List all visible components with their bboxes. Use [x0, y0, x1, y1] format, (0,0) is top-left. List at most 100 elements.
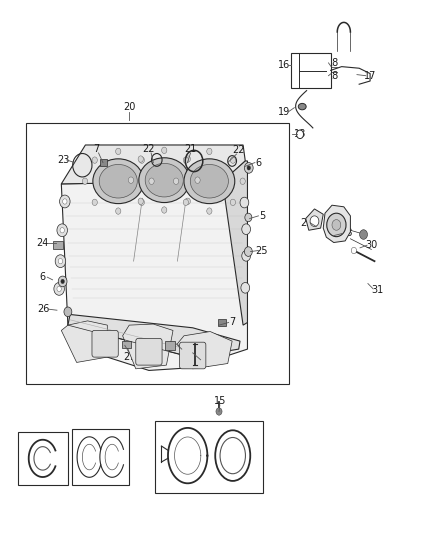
Polygon shape — [177, 332, 232, 369]
Text: 20: 20 — [123, 102, 135, 111]
Circle shape — [82, 178, 88, 184]
Text: 17: 17 — [364, 71, 376, 80]
Polygon shape — [61, 321, 107, 362]
Circle shape — [162, 207, 167, 213]
Polygon shape — [123, 324, 173, 369]
Bar — [291, 53, 331, 88]
Circle shape — [58, 276, 67, 287]
Text: 26: 26 — [38, 304, 50, 314]
Circle shape — [60, 195, 70, 208]
Text: 29: 29 — [300, 218, 313, 228]
Text: 28: 28 — [340, 229, 352, 238]
Polygon shape — [323, 205, 350, 243]
Bar — [155, 421, 263, 493]
Ellipse shape — [139, 158, 190, 203]
Circle shape — [173, 178, 179, 184]
Text: 18: 18 — [327, 58, 339, 68]
Circle shape — [195, 177, 200, 183]
Circle shape — [116, 148, 121, 155]
Bar — [100, 159, 107, 166]
Text: 32: 32 — [95, 470, 107, 479]
Circle shape — [207, 148, 212, 155]
Circle shape — [207, 208, 212, 214]
Circle shape — [244, 247, 252, 256]
Circle shape — [138, 156, 143, 162]
Circle shape — [241, 282, 250, 293]
Ellipse shape — [99, 164, 138, 198]
Ellipse shape — [298, 103, 306, 110]
Circle shape — [240, 178, 245, 184]
Circle shape — [57, 286, 61, 292]
Circle shape — [138, 198, 143, 205]
Circle shape — [58, 259, 63, 264]
Circle shape — [63, 199, 67, 204]
Bar — [26, 123, 289, 384]
Text: 24: 24 — [178, 348, 190, 358]
Bar — [72, 429, 129, 485]
Text: 23: 23 — [57, 155, 70, 165]
Circle shape — [60, 228, 64, 233]
Circle shape — [92, 157, 97, 163]
Bar — [18, 432, 68, 485]
Text: 6: 6 — [40, 272, 46, 282]
Text: 31: 31 — [371, 286, 384, 295]
Circle shape — [242, 224, 251, 235]
Polygon shape — [68, 314, 240, 357]
Ellipse shape — [190, 164, 229, 198]
Circle shape — [128, 177, 134, 183]
FancyBboxPatch shape — [180, 342, 206, 369]
Text: 15: 15 — [214, 396, 226, 406]
Circle shape — [55, 255, 66, 268]
Text: 24: 24 — [37, 238, 49, 247]
Ellipse shape — [145, 163, 183, 197]
Text: 27: 27 — [123, 352, 135, 362]
Circle shape — [240, 197, 249, 208]
Text: 7: 7 — [93, 144, 99, 154]
Text: 7: 7 — [229, 318, 235, 327]
Text: 30: 30 — [365, 240, 378, 250]
Ellipse shape — [184, 159, 235, 204]
Text: 13: 13 — [234, 439, 246, 448]
Circle shape — [116, 208, 121, 214]
Bar — [218, 319, 226, 326]
Circle shape — [185, 156, 191, 162]
Circle shape — [139, 157, 145, 163]
Circle shape — [162, 147, 167, 154]
Text: 8: 8 — [39, 467, 46, 477]
Bar — [53, 241, 63, 249]
Circle shape — [327, 213, 346, 237]
Circle shape — [244, 163, 253, 173]
Ellipse shape — [93, 159, 144, 204]
Text: 33: 33 — [203, 479, 215, 489]
Circle shape — [57, 224, 67, 237]
Circle shape — [183, 199, 188, 206]
Circle shape — [360, 230, 367, 239]
Circle shape — [54, 282, 64, 295]
Polygon shape — [306, 209, 323, 230]
Text: 21: 21 — [184, 144, 197, 154]
Bar — [165, 341, 175, 350]
Text: 18: 18 — [327, 71, 339, 80]
Text: 22: 22 — [143, 144, 155, 154]
Circle shape — [183, 157, 188, 163]
Text: 18: 18 — [294, 130, 306, 139]
Circle shape — [92, 199, 97, 206]
Bar — [122, 341, 131, 348]
Text: 19: 19 — [278, 107, 290, 117]
Circle shape — [297, 130, 304, 139]
Polygon shape — [61, 145, 245, 184]
Circle shape — [185, 198, 191, 205]
Circle shape — [351, 247, 357, 254]
Circle shape — [247, 166, 251, 170]
Circle shape — [245, 213, 252, 222]
Circle shape — [139, 199, 145, 206]
Text: 16: 16 — [278, 60, 290, 70]
Text: 25: 25 — [256, 246, 268, 255]
Circle shape — [242, 251, 251, 261]
Circle shape — [64, 307, 72, 317]
Circle shape — [230, 199, 236, 206]
Circle shape — [230, 157, 236, 163]
Text: 22: 22 — [233, 146, 245, 155]
Text: 5: 5 — [259, 211, 265, 221]
Circle shape — [149, 178, 154, 184]
